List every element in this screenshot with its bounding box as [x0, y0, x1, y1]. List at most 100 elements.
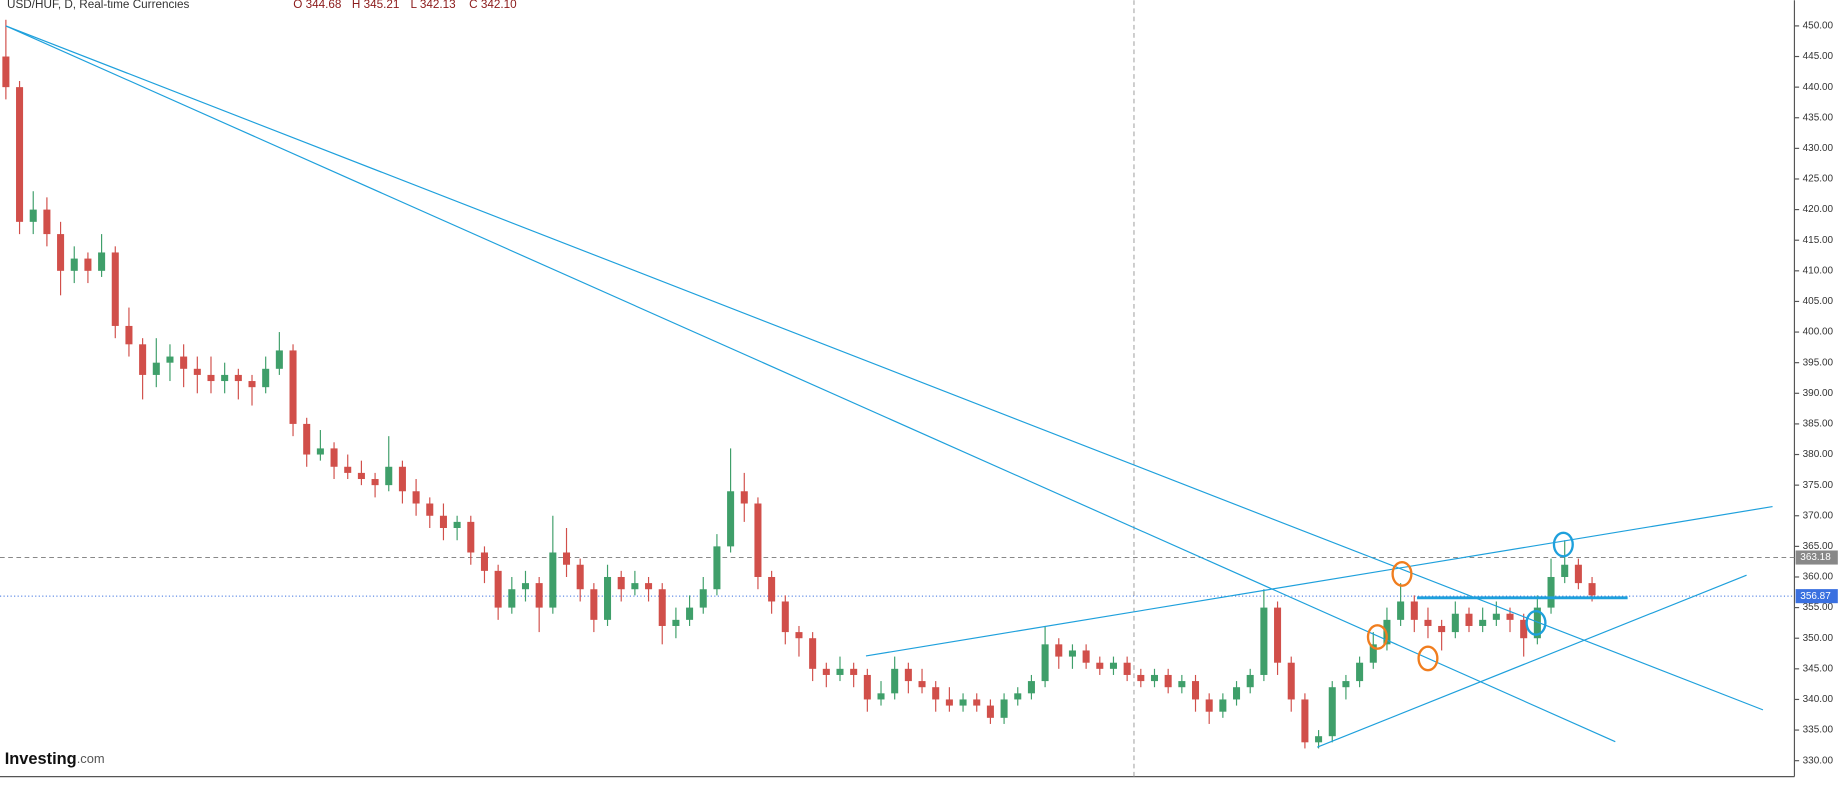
candle-body	[303, 423, 311, 455]
candle-body	[139, 344, 147, 375]
candle-body	[70, 258, 78, 271]
candle-body	[1492, 613, 1500, 620]
candle-body	[480, 552, 488, 571]
candle-body	[316, 448, 324, 455]
candle-body	[262, 368, 270, 388]
y-tick-label: 385.00	[1803, 419, 1834, 430]
candle-body	[562, 552, 571, 565]
candle-body	[98, 252, 106, 271]
candle-body	[713, 546, 721, 590]
candle-body	[1233, 687, 1241, 700]
candle-body	[1150, 674, 1159, 682]
candle-body	[590, 589, 598, 620]
candle-body	[576, 564, 584, 590]
candle-body	[604, 576, 612, 620]
candle-body	[658, 589, 666, 626]
price-label-box	[1795, 589, 1838, 604]
candle-body	[1123, 662, 1131, 675]
candle-body	[1274, 607, 1282, 663]
candle-body	[84, 258, 92, 271]
candle-body	[1137, 674, 1145, 682]
candle-body	[904, 668, 912, 682]
y-tick-label: 425.00	[1803, 174, 1834, 185]
candle-body	[672, 619, 680, 626]
candle-body	[1533, 607, 1541, 639]
quote-value: H 345.21	[352, 0, 400, 11]
candle-body	[822, 668, 830, 675]
candle-body	[1397, 601, 1405, 620]
candle-body	[330, 448, 338, 467]
candle-body	[795, 632, 803, 639]
quote-value: O 344.68	[293, 0, 342, 11]
trendline	[5, 25, 1764, 711]
brand-logo: Investing.com	[5, 751, 105, 769]
candle-body	[945, 699, 953, 706]
candle-body	[1506, 613, 1514, 620]
candle-body	[521, 583, 530, 590]
annotation-circle	[1552, 531, 1574, 558]
annotation-circle	[1417, 645, 1439, 672]
candle-body	[1068, 650, 1076, 657]
y-tick-label: 345.00	[1803, 663, 1834, 674]
trendline	[865, 505, 1773, 657]
price-label: 363.18	[1800, 552, 1831, 563]
candle-body	[275, 350, 283, 369]
candle-body	[1246, 674, 1254, 688]
candle-body	[357, 472, 365, 480]
y-tick-label: 415.00	[1803, 235, 1834, 246]
candle-body	[43, 209, 51, 235]
candle-body	[193, 368, 201, 375]
candle-body	[1465, 613, 1473, 626]
candle-body	[740, 491, 748, 504]
quote-value: C 342.10	[469, 0, 517, 11]
candle-body	[125, 325, 133, 345]
y-tick-label: 350.00	[1803, 633, 1834, 644]
candle-body	[850, 668, 858, 675]
candle-body	[686, 607, 694, 620]
brand: Investing	[5, 751, 77, 769]
candle-body	[768, 576, 776, 602]
candle-body	[467, 521, 475, 553]
brand-suffix: .com	[77, 752, 105, 767]
candle-body	[1561, 564, 1569, 577]
price-label: 356.87	[1800, 591, 1831, 602]
candle-body	[57, 234, 65, 271]
y-tick-label: 375.00	[1803, 480, 1834, 491]
y-tick-label: 360.00	[1803, 572, 1834, 583]
y-tick-label: 420.00	[1803, 204, 1834, 215]
candle-body	[152, 362, 160, 375]
candle-body	[1315, 736, 1323, 743]
candle-body	[289, 350, 297, 424]
candle-body	[1547, 576, 1555, 608]
y-tick-label: 400.00	[1803, 327, 1834, 338]
candle-body	[371, 479, 379, 486]
candle-body	[1588, 583, 1596, 596]
candle-body	[809, 638, 817, 669]
candle-body	[111, 252, 119, 326]
y-tick-label: 370.00	[1803, 510, 1834, 521]
y-tick-label: 435.00	[1803, 112, 1834, 123]
candle-body	[1164, 674, 1172, 688]
annotation-circle	[1366, 624, 1388, 650]
candle-body	[248, 381, 256, 388]
annotation-circle	[1525, 610, 1547, 636]
price-label-box	[1795, 550, 1838, 565]
y-tick-label: 440.00	[1803, 82, 1834, 93]
candle-body	[631, 583, 639, 590]
candle-body	[754, 503, 762, 577]
candle-body	[1191, 681, 1200, 700]
y-tick-label: 430.00	[1803, 143, 1834, 154]
candle-body	[1369, 644, 1377, 663]
candle-body	[29, 209, 37, 222]
trendline	[1316, 574, 1747, 748]
candle-body	[508, 589, 516, 608]
candle-body	[836, 668, 844, 675]
candle-body	[863, 674, 871, 700]
trendline	[5, 25, 1616, 743]
candle-body	[426, 503, 434, 516]
candle-body	[1109, 662, 1117, 669]
y-tick-label: 380.00	[1803, 449, 1834, 460]
y-tick-label: 405.00	[1803, 296, 1834, 307]
y-tick-label: 365.00	[1803, 541, 1834, 552]
